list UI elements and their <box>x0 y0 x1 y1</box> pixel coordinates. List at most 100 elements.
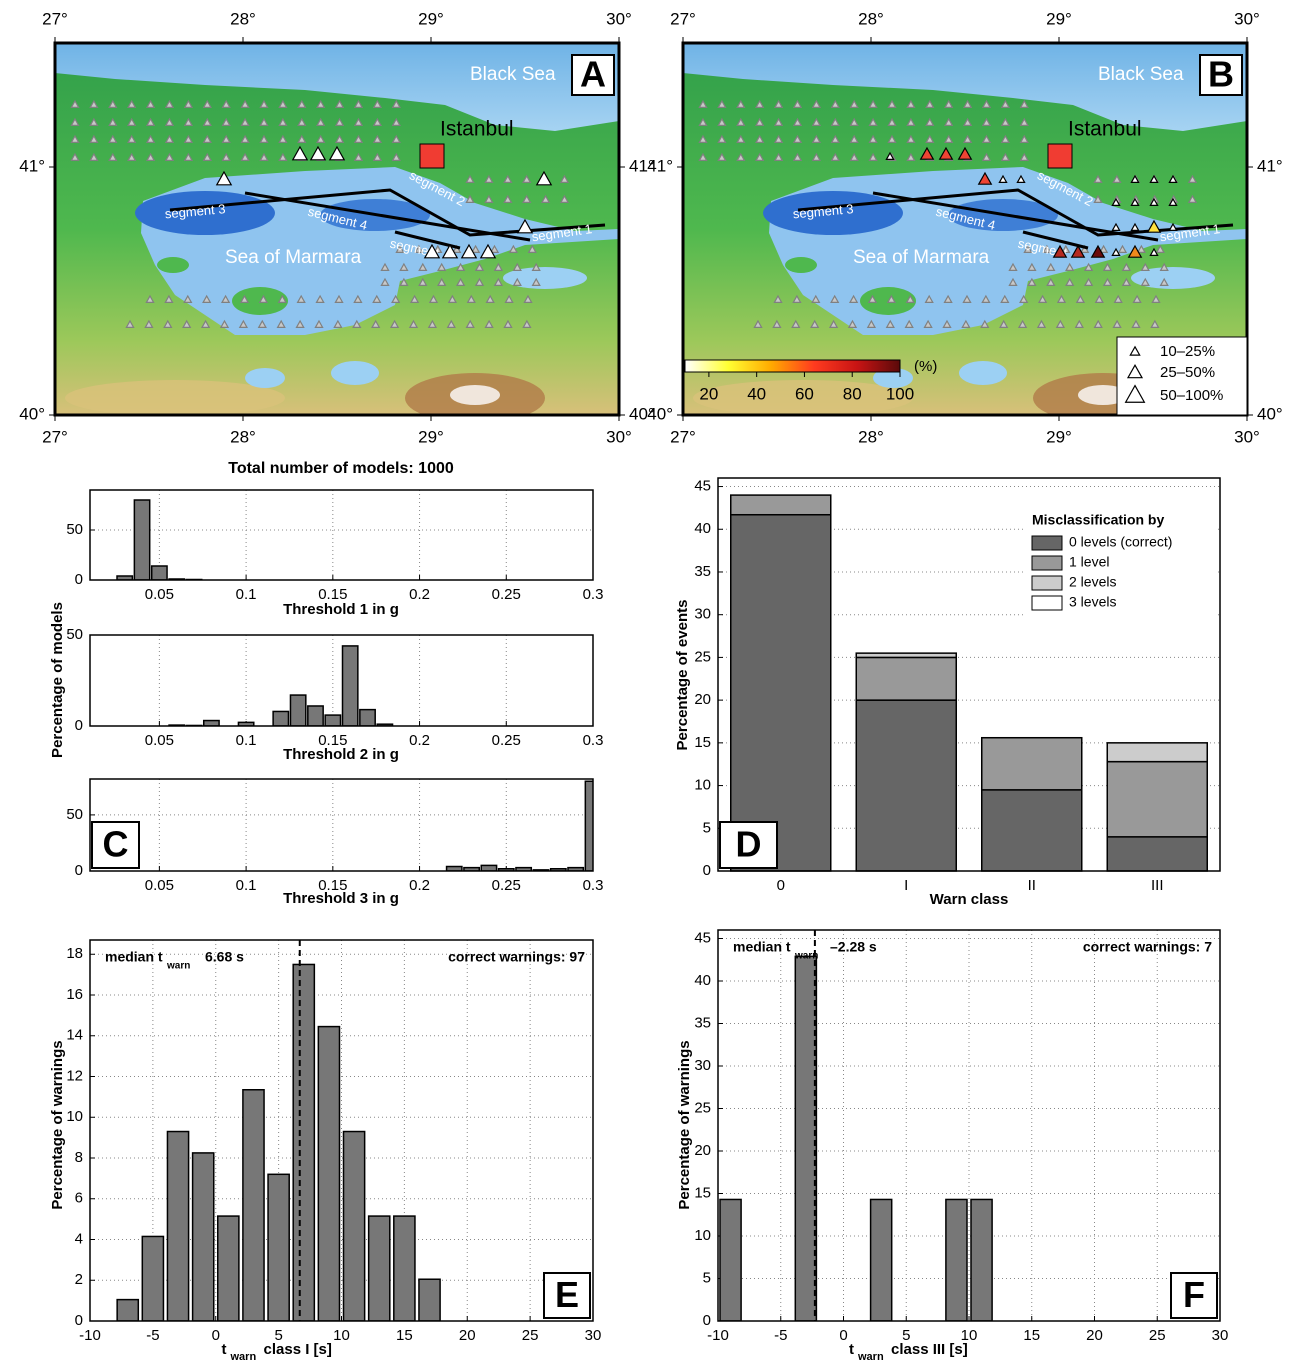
bar <box>152 566 167 580</box>
x-tick-label: II <box>1028 877 1036 894</box>
x-axis-label-rest: class III [s] <box>891 1341 968 1358</box>
city-marker <box>420 144 444 168</box>
x-tick-label: 15 <box>396 1327 413 1344</box>
x-tick-label: 28° <box>858 9 884 28</box>
panel-letter: D <box>736 824 762 865</box>
x-tick-label: 0.25 <box>492 732 521 749</box>
size-legend-label: 50–100% <box>1160 387 1223 404</box>
y-tick-label: 41° <box>1257 156 1283 175</box>
y-tick-label: 40° <box>647 404 673 423</box>
y-tick-label: 25 <box>694 1099 711 1116</box>
y-tick-label: 5 <box>703 1269 711 1286</box>
city-label: Istanbul <box>440 118 514 141</box>
x-axis-label-sub: warn <box>857 1351 884 1363</box>
bar <box>871 1199 892 1321</box>
bar <box>481 865 496 871</box>
x-tick-label: 29° <box>418 427 444 446</box>
x-tick-label: 15 <box>1023 1327 1040 1344</box>
x-tick-label: 28° <box>858 427 884 446</box>
relief <box>450 385 500 405</box>
x-tick-label: 30° <box>606 427 632 446</box>
median-sub: warn <box>166 961 190 972</box>
x-tick-label: 28° <box>230 9 256 28</box>
inner-sea-label: Sea of Marmara <box>225 247 362 268</box>
lake <box>959 361 1007 385</box>
y-tick-label: 45 <box>694 478 711 495</box>
legend-label: 3 levels <box>1069 594 1116 610</box>
bar-segment <box>856 657 956 700</box>
x-tick-label: 30 <box>585 1327 602 1344</box>
x-axis-label: t <box>222 1341 227 1358</box>
colorbar-tick-label: 20 <box>699 384 718 403</box>
city-marker <box>1048 144 1072 168</box>
y-tick-label: 35 <box>694 1014 711 1031</box>
y-tick-label: 4 <box>75 1230 83 1247</box>
bar-segment <box>1107 762 1207 837</box>
y-tick-label: 12 <box>66 1067 83 1084</box>
bar <box>117 1300 138 1321</box>
bar <box>369 1216 390 1321</box>
y-tick-label: 30 <box>694 1057 711 1074</box>
island <box>785 257 817 273</box>
x-tick-label: 0.2 <box>409 732 430 749</box>
y-tick-label: 10 <box>66 1108 83 1125</box>
legend-swatch <box>1032 556 1062 570</box>
y-tick-label: 10 <box>694 777 711 794</box>
y-axis-label: Percentage of warnings <box>676 1040 693 1209</box>
y-tick-label: 40° <box>1257 404 1283 423</box>
x-tick-label: -5 <box>146 1327 159 1344</box>
bar-segment <box>856 653 956 657</box>
y-tick-label: 30 <box>694 606 711 623</box>
bar <box>142 1236 163 1321</box>
bar-segment <box>1107 837 1207 871</box>
bar <box>318 1027 339 1321</box>
bar <box>971 1199 992 1321</box>
y-tick-label: 40° <box>19 404 45 423</box>
plot-area <box>90 940 593 1321</box>
legend-label: 0 levels (correct) <box>1069 534 1172 550</box>
y-tick-label: 41° <box>19 156 45 175</box>
x-axis-label: Warn class <box>930 891 1009 908</box>
y-tick-label: 8 <box>75 1149 83 1166</box>
x-tick-label: 0.1 <box>236 732 257 749</box>
x-axis-label-rest: class I [s] <box>264 1341 332 1358</box>
x-tick-label: 29° <box>418 9 444 28</box>
x-tick-label: 0.05 <box>145 732 174 749</box>
legend-label: 2 levels <box>1069 574 1116 590</box>
y-tick-label: 35 <box>694 563 711 580</box>
lake <box>331 361 379 385</box>
x-axis-label: t <box>849 1341 854 1358</box>
x-tick-label: 29° <box>1046 427 1072 446</box>
colorbar <box>685 360 900 372</box>
colorbar-tick-label: 40 <box>747 384 766 403</box>
legend-swatch <box>1032 596 1062 610</box>
bar <box>344 1132 365 1321</box>
x-tick-label: 0 <box>839 1327 847 1344</box>
bar <box>360 710 375 726</box>
x-tick-label: 20 <box>459 1327 476 1344</box>
bar <box>290 695 305 726</box>
median-value: 6.68 s <box>205 949 244 965</box>
bar <box>134 500 149 580</box>
y-tick-label: 0 <box>703 862 711 879</box>
size-legend-label: 10–25% <box>1160 343 1215 360</box>
x-tick-label: 0.05 <box>145 586 174 603</box>
x-axis-label-sub: warn <box>230 1351 257 1363</box>
x-tick-label: 0.3 <box>583 877 604 894</box>
y-tick-label: 0 <box>75 571 83 588</box>
x-tick-label: 27° <box>42 9 68 28</box>
median-label: median t <box>105 949 163 965</box>
panel-letter: B <box>1208 54 1234 95</box>
y-tick-label: 25 <box>694 648 711 665</box>
x-axis-label: Threshold 2 in g <box>283 746 399 763</box>
figure: segment 3segment 4segment 2segment 1segm… <box>0 0 1302 1364</box>
x-tick-label: 0.3 <box>583 732 604 749</box>
y-tick-label: 14 <box>66 1027 83 1044</box>
y-tick-label: 0 <box>75 862 83 879</box>
x-tick-label: 0.3 <box>583 586 604 603</box>
colorbar-tick-label: 100 <box>886 384 914 403</box>
panel-letter: E <box>555 1274 579 1315</box>
x-tick-label: 27° <box>670 9 696 28</box>
bar <box>308 706 323 726</box>
